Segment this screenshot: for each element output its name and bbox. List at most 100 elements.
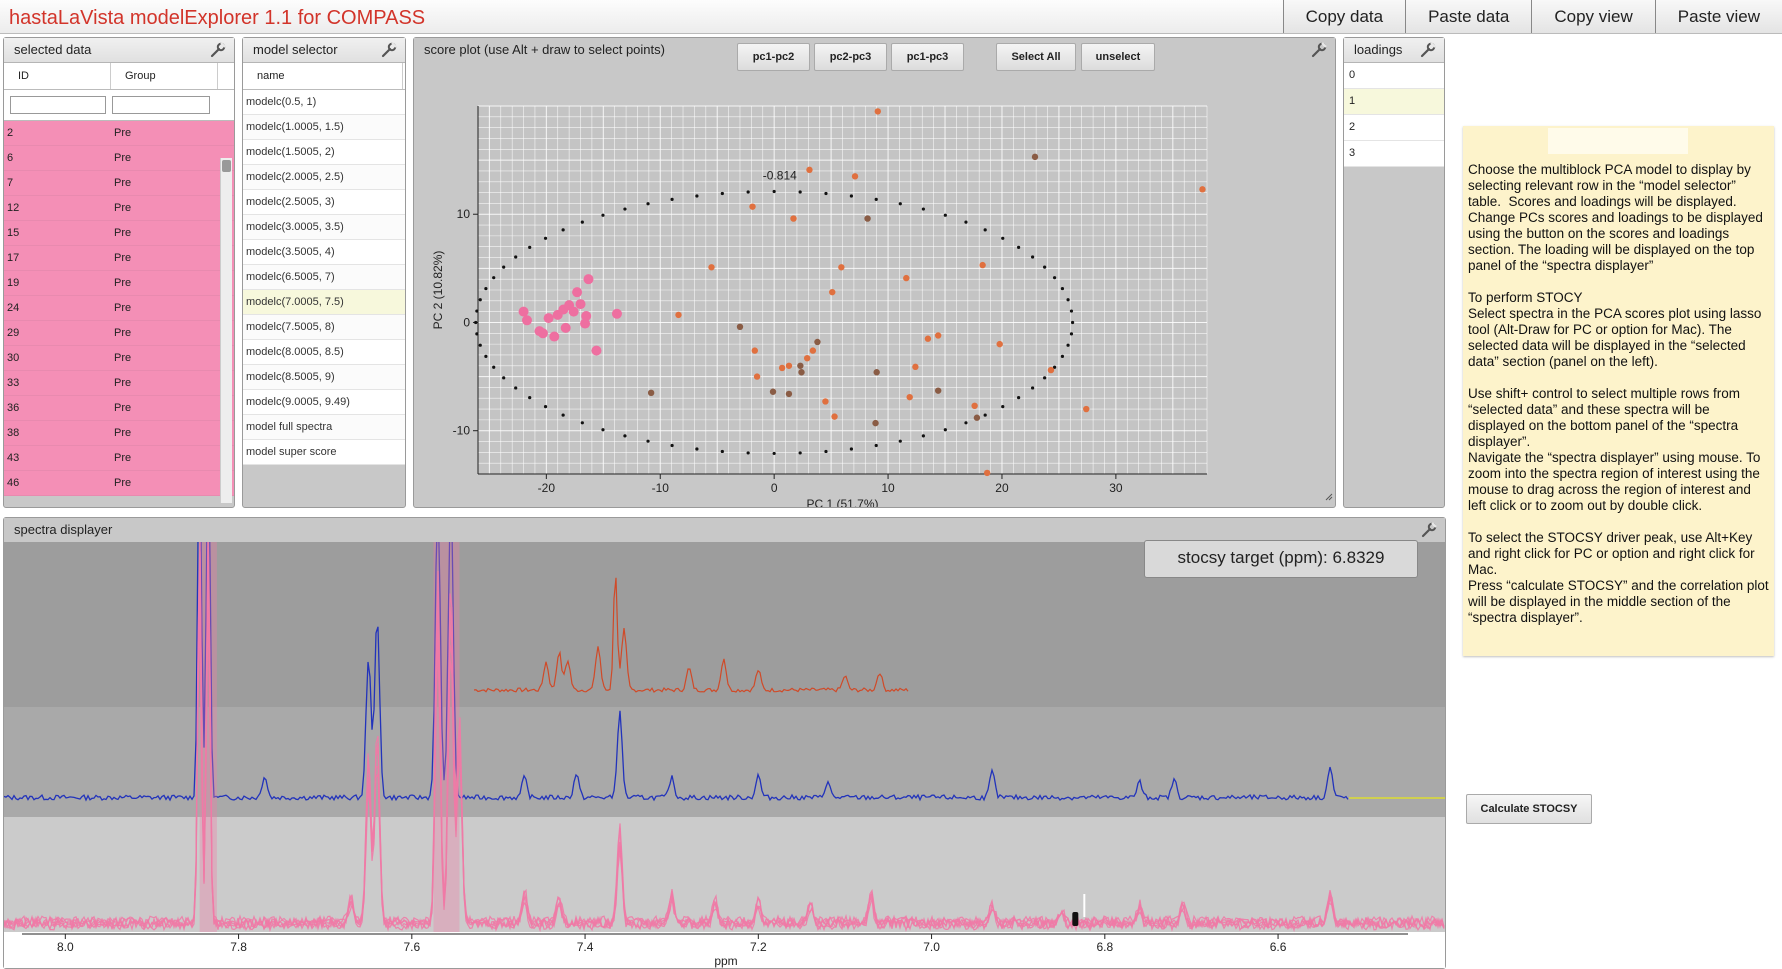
model-selector-column-header: name [243,63,405,90]
score-point [831,413,838,420]
vertical-scrollbar[interactable] [220,158,232,503]
pc2-pc3-button[interactable]: pc2-pc3 [814,43,887,71]
selected-data-column-header: ID Group [4,63,234,90]
score-point [1199,186,1206,193]
table-row[interactable]: 7 Pre [4,171,234,196]
selected-data-title: selected data [14,42,92,57]
table-row[interactable]: 36 Pre [4,396,234,421]
table-row[interactable]: 38 Pre [4,421,234,446]
score-point [675,311,682,319]
table-row[interactable]: 24 Pre [4,296,234,321]
ellipse-point [561,228,565,232]
ellipse-point [746,190,750,194]
score-point [647,389,655,397]
score-point [736,323,744,330]
x-tick-label: -20 [538,481,556,495]
wrench-icon[interactable] [1311,42,1327,58]
app-toolbar: hastaLaVista modelExplorer 1.1 for COMPA… [0,0,1782,34]
paste-data-button[interactable]: Paste data [1405,0,1532,33]
table-row[interactable]: 15 Pre [4,221,234,246]
selected-data-panel: selected data ID Group 2 Pre 6 Pre 7 Pre 12 Pre… [3,37,235,508]
id-filter-input[interactable] [10,96,106,114]
group-filter-input[interactable] [112,96,210,114]
copy-data-button[interactable]: Copy data [1282,0,1406,33]
score-point [708,264,715,271]
table-row[interactable]: 6 Pre [4,146,234,171]
table-row[interactable]: 19 Pre [4,271,234,296]
filter-row [4,90,234,121]
list-item[interactable]: modelc(0.5, 1) [243,90,405,115]
pc1-pc2-button[interactable]: pc1-pc2 [737,43,810,71]
cell-group: Pre [114,452,132,464]
list-item[interactable]: modelc(7.5005, 8) [243,315,405,340]
list-item[interactable]: modelc(3.0005, 3.5) [243,215,405,240]
list-item[interactable]: modelc(6.5005, 7) [243,265,405,290]
list-item[interactable]: modelc(2.5005, 3) [243,190,405,215]
cell-group: Pre [114,327,132,339]
table-row[interactable]: 2 Pre [4,121,234,146]
cell-id: 19 [7,277,20,289]
cell-id: 12 [7,202,20,214]
calculate-stocsy-button[interactable]: Calculate STOCSY [1466,794,1592,824]
ellipse-point [475,332,479,336]
cell-id: 46 [7,477,20,489]
x-tick-label: 10 [881,481,895,495]
list-item[interactable]: 3 [1344,141,1444,167]
app-title: hastaLaVista modelExplorer 1.1 for COMPA… [9,7,426,29]
copy-view-button[interactable]: Copy view [1531,0,1655,33]
score-point [973,414,981,421]
list-item[interactable]: modelc(8.0005, 8.5) [243,340,405,365]
score-point [769,388,777,395]
table-row[interactable]: 29 Pre [4,321,234,346]
wrench-icon[interactable] [1421,522,1437,538]
cell-id: 29 [7,327,20,339]
table-row[interactable]: 12 Pre [4,196,234,221]
table-row[interactable]: 33 Pre [4,371,234,396]
cell-group: Pre [114,252,132,264]
stocsy-target-text: stocsy target (ppm): 6.8329 [1177,548,1385,567]
score-point [874,108,882,115]
select-all-button[interactable]: Select All [996,43,1076,71]
column-id[interactable]: ID [4,63,111,89]
wrench-icon[interactable] [1420,42,1436,58]
list-item[interactable]: model super score [243,440,405,465]
table-row[interactable]: 43 Pre [4,446,234,471]
list-item[interactable]: modelc(7.0005, 7.5) [243,290,405,315]
column-group[interactable]: Group [111,63,218,89]
help-note-tab [1548,128,1688,154]
ellipse-point [561,413,565,417]
score-point [822,398,829,405]
table-row[interactable]: 30 Pre [4,346,234,371]
list-item[interactable]: modelc(1.0005, 1.5) [243,115,405,140]
list-item[interactable]: modelc(1.5005, 2) [243,140,405,165]
ellipse-point [580,220,584,224]
list-item[interactable]: modelc(2.0005, 2.5) [243,165,405,190]
table-row[interactable]: 46 Pre [4,471,234,496]
pc1-pc3-button[interactable]: pc1-pc3 [891,43,964,71]
wrench-icon[interactable] [210,42,226,58]
score-point [803,354,811,362]
list-item[interactable]: model full spectra [243,415,405,440]
spectra-chart[interactable]: 8.0 7.8 7.6 7.4 7.2 7.0 6.8 6.6 ppm [4,542,1445,968]
list-item[interactable]: 1 [1344,89,1444,115]
list-item[interactable]: 0 [1344,63,1444,89]
list-item[interactable]: modelc(9.0005, 9.49) [243,390,405,415]
column-name[interactable]: name [243,63,403,89]
ellipse-point [475,309,479,313]
wrench-icon[interactable] [381,42,397,58]
list-item[interactable]: 2 [1344,115,1444,141]
list-item[interactable]: modelc(3.5005, 4) [243,240,405,265]
ellipse-point [528,245,532,249]
paste-view-button[interactable]: Paste view [1654,0,1782,33]
ellipse-point [1001,405,1005,409]
ellipse-point [1069,309,1074,313]
unselect-button[interactable]: unselect [1081,43,1155,71]
spectra-displayer-panel: spectra displayer 8.0 7.8 7.6 7.4 7.2 7.0 6.8 6… [3,517,1446,969]
list-item[interactable]: modelc(8.5005, 9) [243,365,405,390]
score-plot-title: score plot (use Alt + draw to select poi… [424,42,665,57]
y-tick-label: 0 [463,315,470,329]
model-selector-title: model selector [253,42,338,57]
x-axis-label: PC 1 (51.7%) [806,497,878,507]
table-row[interactable]: 17 Pre [4,246,234,271]
